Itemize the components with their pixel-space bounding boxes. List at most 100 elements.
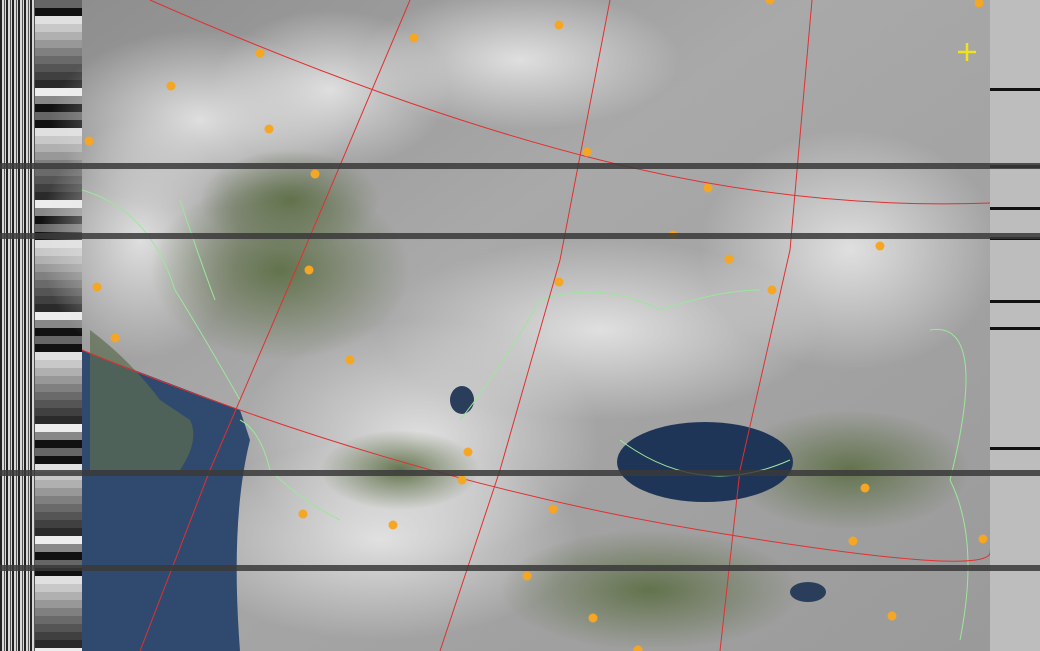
city-marker	[522, 571, 532, 581]
wedge	[35, 392, 82, 400]
wedge	[35, 80, 82, 88]
city-marker	[388, 520, 398, 530]
wedge	[35, 584, 82, 592]
city-marker	[166, 81, 176, 91]
wedge	[35, 440, 82, 448]
graticule-line	[439, 0, 611, 651]
wedge	[35, 352, 82, 360]
noise-line	[0, 233, 1040, 239]
wedge	[35, 376, 82, 384]
wedge	[35, 640, 82, 648]
city-marker	[548, 504, 558, 514]
city-marker	[457, 475, 467, 485]
graticule-line	[81, 349, 991, 562]
city-marker	[974, 0, 984, 8]
wedge	[35, 600, 82, 608]
wedge	[35, 312, 82, 320]
telemetry-strip	[990, 0, 1040, 651]
graticule-line	[149, 0, 991, 205]
city-marker	[703, 183, 713, 193]
wedge	[35, 320, 82, 328]
wedge	[35, 56, 82, 64]
cloud	[360, 0, 680, 130]
wedge	[35, 592, 82, 600]
wedge	[35, 72, 82, 80]
city-marker	[255, 48, 265, 58]
cloud	[700, 130, 1000, 370]
wedge	[35, 536, 82, 544]
noise-line	[0, 470, 1040, 476]
city-marker	[554, 20, 564, 30]
wedge	[35, 448, 82, 456]
black-sea	[617, 422, 793, 502]
city-marker	[767, 285, 777, 295]
land	[500, 530, 800, 650]
wedge	[35, 8, 82, 16]
wedge	[35, 456, 82, 464]
wedge	[35, 32, 82, 40]
wedge	[35, 496, 82, 504]
wedge	[35, 544, 82, 552]
city-marker	[724, 254, 734, 264]
wedge	[35, 64, 82, 72]
wedge	[35, 40, 82, 48]
wedge	[35, 488, 82, 496]
city-marker	[310, 169, 320, 179]
wedge	[35, 384, 82, 392]
wedge	[35, 408, 82, 416]
sync-strip	[0, 0, 35, 651]
wedge	[35, 48, 82, 56]
noise-line	[0, 565, 1040, 571]
wedge	[35, 16, 82, 24]
wedge	[35, 344, 82, 352]
telemetry-mark	[990, 327, 1040, 330]
city-marker	[978, 534, 988, 544]
telemetry-mark	[990, 207, 1040, 210]
wedge	[35, 480, 82, 488]
city-marker	[409, 33, 419, 43]
telemetry-mark	[990, 300, 1040, 303]
city-marker	[264, 124, 274, 134]
city-marker	[860, 483, 870, 493]
city-marker	[765, 0, 775, 5]
city-marker	[848, 536, 858, 546]
crosshair	[958, 43, 976, 61]
city-markers	[84, 0, 988, 651]
wedge	[35, 560, 82, 568]
sea-of-azov	[450, 386, 474, 414]
telemetry-mark	[990, 447, 1040, 450]
wedge	[35, 432, 82, 440]
graticule-line	[139, 0, 411, 651]
city-marker	[588, 613, 598, 623]
land	[90, 330, 194, 470]
graticule-line	[719, 0, 813, 651]
wedge	[35, 400, 82, 408]
wedge	[35, 328, 82, 336]
wedge	[35, 552, 82, 560]
wedge	[35, 528, 82, 536]
city-marker	[463, 447, 473, 457]
wedge	[35, 648, 82, 651]
city-marker	[92, 282, 102, 292]
wedge	[35, 512, 82, 520]
cloud	[180, 440, 580, 640]
city-marker	[633, 645, 643, 651]
wedge	[35, 368, 82, 376]
city-marker	[298, 509, 308, 519]
lake	[790, 582, 826, 602]
wedge	[35, 152, 82, 160]
city-marker	[582, 147, 592, 157]
city-marker	[110, 333, 120, 343]
wedge	[35, 336, 82, 344]
wedge	[35, 416, 82, 424]
wedge	[35, 464, 82, 472]
city-marker	[304, 265, 314, 275]
wedge	[35, 504, 82, 512]
noise-lines	[0, 163, 1040, 571]
land	[200, 150, 380, 250]
wedge	[35, 632, 82, 640]
city-marker	[554, 277, 564, 287]
wedge	[35, 24, 82, 32]
